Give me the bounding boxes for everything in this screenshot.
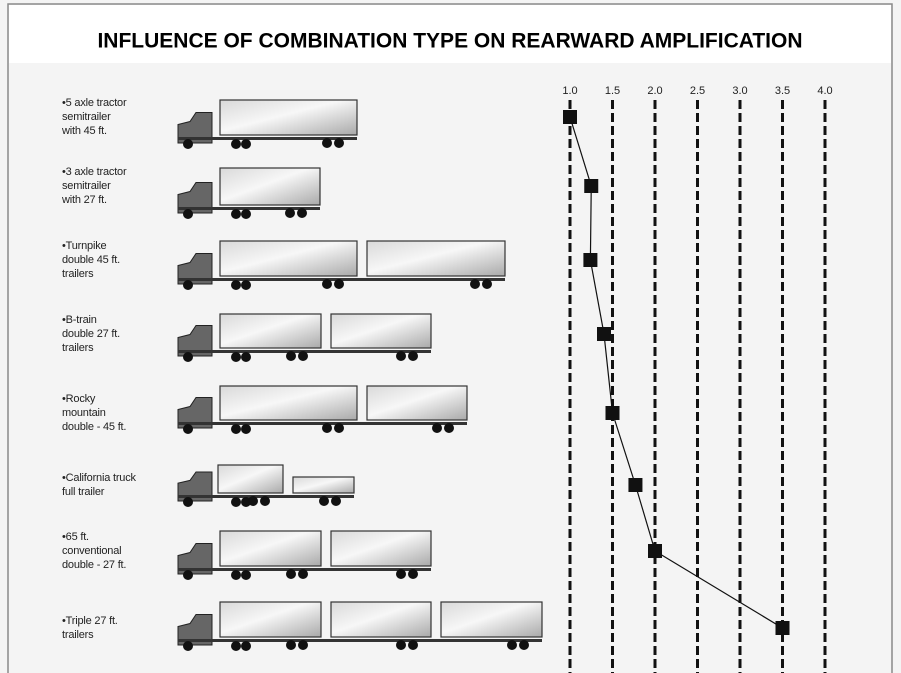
wheel [241, 280, 251, 290]
wheel [396, 351, 406, 361]
marker [563, 110, 577, 124]
wheel [231, 570, 241, 580]
wheel [248, 496, 258, 506]
wheel [241, 424, 251, 434]
wheel [444, 423, 454, 433]
wheel [241, 641, 251, 651]
wheel [241, 209, 251, 219]
wheel [408, 569, 418, 579]
x-tick-label: 4.0 [817, 85, 832, 97]
trailer [220, 168, 320, 205]
wheel [231, 209, 241, 219]
wheel [231, 139, 241, 149]
trailer [331, 314, 431, 348]
trailer [220, 314, 321, 348]
wheel [183, 570, 193, 580]
category-label: •65 ft. conventional double - 27 ft. [62, 530, 177, 572]
wheel [183, 280, 193, 290]
wheel [241, 139, 251, 149]
trailer [331, 602, 431, 637]
wheel [241, 352, 251, 362]
tractor-frame [178, 639, 542, 642]
marker [776, 621, 790, 635]
wheel [183, 352, 193, 362]
chart-title: INFLUENCE OF COMBINATION TYPE ON REARWAR… [97, 30, 802, 53]
wheel [322, 279, 332, 289]
wheel [298, 351, 308, 361]
wheel [231, 424, 241, 434]
category-label: •Turnpike double 45 ft. trailers [62, 239, 177, 281]
wheel [286, 640, 296, 650]
wheel [286, 569, 296, 579]
category-label: •Triple 27 ft. trailers [62, 614, 177, 642]
wheel [432, 423, 442, 433]
wheel [322, 423, 332, 433]
trailer [367, 386, 467, 420]
marker [648, 544, 662, 558]
trailer [220, 100, 357, 135]
trailer [331, 531, 431, 566]
marker [628, 478, 642, 492]
wheel [183, 139, 193, 149]
tractor-frame [178, 422, 467, 425]
wheel [396, 569, 406, 579]
category-label: •California truck full trailer [62, 471, 177, 499]
wheel [231, 641, 241, 651]
wheel [231, 497, 241, 507]
wheel [183, 424, 193, 434]
wheel [334, 138, 344, 148]
wheel [519, 640, 529, 650]
wheel [482, 279, 492, 289]
wheel [507, 640, 517, 650]
wheel [231, 280, 241, 290]
wheel [319, 496, 329, 506]
trailer [220, 386, 357, 420]
marker [583, 253, 597, 267]
marker [606, 406, 620, 420]
wheel [298, 640, 308, 650]
trailer [220, 241, 357, 276]
wheel [286, 351, 296, 361]
category-label: •B-train double 27 ft. trailers [62, 313, 177, 355]
wheel [183, 497, 193, 507]
x-tick-label: 2.5 [690, 85, 705, 97]
marker [597, 327, 611, 341]
x-tick-label: 3.0 [732, 85, 747, 97]
trailer [220, 531, 321, 566]
wheel [334, 279, 344, 289]
trailer [441, 602, 542, 637]
wheel [298, 569, 308, 579]
x-tick-label: 3.5 [775, 85, 790, 97]
wheel [183, 209, 193, 219]
wheel [470, 279, 480, 289]
wheel [231, 352, 241, 362]
category-label: •3 axle tractor semitrailer with 27 ft. [62, 165, 177, 207]
page: INFLUENCE OF COMBINATION TYPE ON REARWAR… [0, 0, 901, 673]
x-tick-label: 2.0 [647, 85, 662, 97]
wheel [241, 570, 251, 580]
marker [584, 179, 598, 193]
trailer [220, 602, 321, 637]
trailer [293, 477, 354, 493]
x-tick-label: 1.5 [605, 85, 620, 97]
wheel [297, 208, 307, 218]
wheel [285, 208, 295, 218]
category-label: •Rocky mountain double - 45 ft. [62, 392, 177, 434]
wheel [260, 496, 270, 506]
wheel [331, 496, 341, 506]
category-label: •5 axle tractor semitrailer with 45 ft. [62, 96, 177, 138]
wheel [408, 351, 418, 361]
trailer [367, 241, 505, 276]
wheel [408, 640, 418, 650]
wheel [183, 641, 193, 651]
wheel [396, 640, 406, 650]
trailer [218, 465, 283, 493]
x-tick-label: 1.0 [562, 85, 577, 97]
wheel [334, 423, 344, 433]
wheel [322, 138, 332, 148]
